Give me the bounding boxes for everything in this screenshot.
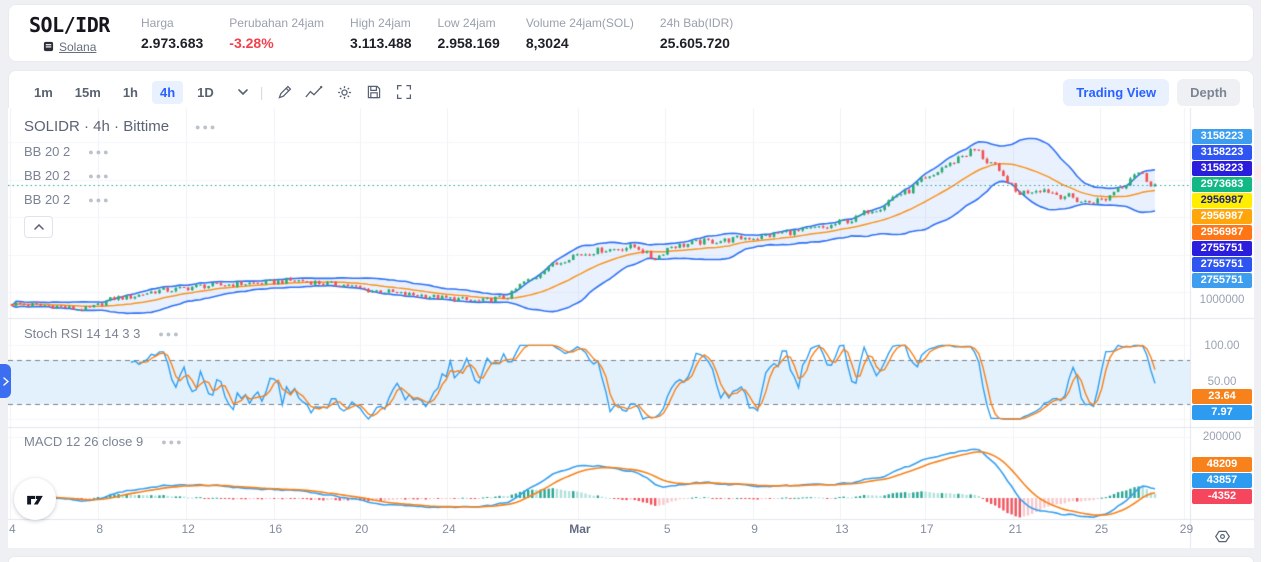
- tradingview-logo[interactable]: [14, 478, 56, 520]
- stat-value: -3.28%: [229, 34, 274, 51]
- price-axis-badge: 2755751: [1192, 273, 1252, 288]
- price-axis-badge: 7.97: [1192, 405, 1252, 420]
- indicator-row-bb1: BB 20 2 ●●●: [24, 144, 111, 159]
- market-header: SOL/IDR Solana Harga 2.973.683 Perubahan…: [8, 4, 1254, 62]
- indicator-label: MACD 12 26 close 9: [24, 434, 144, 449]
- collapse-legend-button[interactable]: [24, 216, 53, 238]
- chart-style-icon[interactable]: [299, 79, 329, 105]
- price-axis-label: 1000000: [1199, 294, 1245, 306]
- stat-value: 2.958.169: [437, 34, 500, 51]
- indicator-row-bb2: BB 20 2 ●●●: [24, 168, 111, 183]
- time-axis-label: 9: [751, 522, 758, 536]
- stat-label: 24h Bab(IDR): [659, 15, 734, 30]
- price-axis-badge: 2956987: [1192, 209, 1252, 224]
- price-axis-badge: 2755751: [1192, 241, 1252, 256]
- stat-label: Perubahan 24jam: [229, 15, 325, 30]
- stat-value: 3.113.488: [350, 34, 412, 51]
- gutter-detail: [1255, 166, 1262, 180]
- time-axis-label: 24: [442, 522, 456, 536]
- macd-legend: MACD 12 26 close 9 ●●●: [24, 434, 184, 449]
- interval-4h[interactable]: 4h: [152, 80, 184, 104]
- price-axis-label: 200000: [1202, 431, 1242, 443]
- price-chart-canvas[interactable]: [8, 108, 1254, 548]
- price-axis-badge: 2956987: [1192, 225, 1252, 240]
- interval-dropdown-icon[interactable]: [228, 79, 258, 105]
- indicator-row-bb3: BB 20 2 ●●●: [24, 192, 111, 207]
- time-axis-label: 25: [1094, 522, 1109, 536]
- time-axis-label: 16: [268, 522, 283, 536]
- price-axis-badge: 2755751: [1192, 257, 1252, 272]
- orderbook-icon: [43, 41, 54, 52]
- price-axis-badge: 2973683: [1192, 177, 1252, 192]
- price-axis-badge: 23.64: [1192, 389, 1252, 404]
- interval-1m[interactable]: 1m: [26, 81, 61, 104]
- page-edge: [1261, 0, 1267, 562]
- indicator-menu-icon[interactable]: ●●●: [161, 436, 184, 447]
- stat-volume-24h: Volume 24jam(SOL) 8,3024: [526, 16, 634, 51]
- interval-1d[interactable]: 1D: [189, 81, 222, 104]
- stat-label: Harga: [141, 15, 174, 30]
- chart-legend-title: SOLIDR · 4h · Bittime: [24, 118, 170, 135]
- stat-value: 2.973.683: [141, 34, 204, 51]
- price-axis-badge: 48209: [1192, 457, 1252, 472]
- indicator-menu-icon[interactable]: ●●●: [88, 170, 111, 181]
- time-axis-label: 20: [354, 522, 369, 536]
- indicator-label: BB 20 2: [24, 144, 71, 159]
- stat-change-24h: Perubahan 24jam -3.28%: [229, 16, 324, 51]
- stat-low-24h: Low 24jam 2.958.169: [438, 16, 500, 51]
- time-axis-label: 21: [1008, 522, 1023, 536]
- interval-15m[interactable]: 15m: [67, 81, 109, 104]
- axis-settings-icon[interactable]: [1210, 526, 1234, 546]
- stat-value: 8,3024: [525, 34, 569, 51]
- price-axis-badge: 3158223: [1192, 129, 1252, 144]
- time-axis-label: 13: [835, 522, 849, 536]
- price-axis-badge: 43857: [1192, 473, 1252, 488]
- stat-high-24h: High 24jam 3.113.488: [350, 16, 412, 51]
- gutter-detail: [1255, 226, 1262, 240]
- toolbar-divider: |: [259, 84, 264, 100]
- coin-link-solana[interactable]: Solana: [59, 39, 97, 54]
- time-axis-label: 17: [920, 522, 934, 536]
- chart-legend: SOLIDR · 4h · Bittime ●●●: [24, 118, 217, 135]
- time-axis-label: 5: [663, 522, 671, 536]
- side-panel-expand-handle[interactable]: [0, 364, 11, 398]
- indicator-label: BB 20 2: [24, 168, 71, 183]
- settings-icon[interactable]: [329, 79, 359, 105]
- tab-depth[interactable]: Depth: [1177, 78, 1240, 106]
- indicator-label: Stoch RSI 14 14 3 3: [24, 326, 141, 341]
- chart-toolbar: 1m 15m 1h 4h 1D | Trading View Depth: [8, 74, 1254, 110]
- draw-tools-icon[interactable]: [269, 79, 299, 105]
- interval-1h[interactable]: 1h: [115, 81, 146, 104]
- time-axis-label: Mar: [569, 522, 591, 536]
- price-axis-badge: -4352: [1192, 489, 1252, 504]
- indicator-menu-icon[interactable]: ●●●: [88, 146, 111, 157]
- stat-turnover-24h: 24h Bab(IDR) 25.605.720: [660, 16, 733, 51]
- next-section-edge: [8, 556, 1254, 562]
- price-axis-badge: 3158223: [1192, 145, 1252, 160]
- stat-value: 25.605.720: [659, 34, 730, 51]
- price-axis-label: 100.00: [1204, 340, 1240, 352]
- save-icon[interactable]: [359, 79, 389, 105]
- stoch-rsi-legend: Stoch RSI 14 14 3 3 ●●●: [24, 326, 181, 341]
- price-axis-badge: 2956987: [1192, 193, 1252, 208]
- stat-label: Volume 24jam(SOL): [525, 15, 634, 30]
- price-axis-label: 50.00: [1207, 376, 1237, 388]
- time-axis-label: 29: [1179, 522, 1194, 536]
- stat-label: Low 24jam: [437, 15, 496, 30]
- time-axis-label: 12: [181, 522, 195, 536]
- stat-price: Harga 2.973.683: [141, 16, 203, 51]
- price-axis-badge: 3158223: [1192, 161, 1252, 176]
- tab-trading-view[interactable]: Trading View: [1063, 78, 1170, 106]
- indicator-menu-icon[interactable]: ●●●: [88, 194, 111, 205]
- indicator-menu-icon[interactable]: ●●●: [158, 328, 181, 339]
- time-axis-label: 8: [96, 522, 104, 536]
- pair-title: SOL/IDR: [29, 12, 110, 37]
- stat-label: High 24jam: [350, 15, 411, 30]
- chart-area: SOLIDR · 4h · Bittime ●●● BB 20 2 ●●● BB…: [8, 108, 1254, 548]
- fullscreen-icon[interactable]: [389, 79, 419, 105]
- time-axis-label: 4: [9, 522, 16, 536]
- indicator-label: BB 20 2: [24, 192, 71, 207]
- legend-menu-icon[interactable]: ●●●: [195, 121, 218, 132]
